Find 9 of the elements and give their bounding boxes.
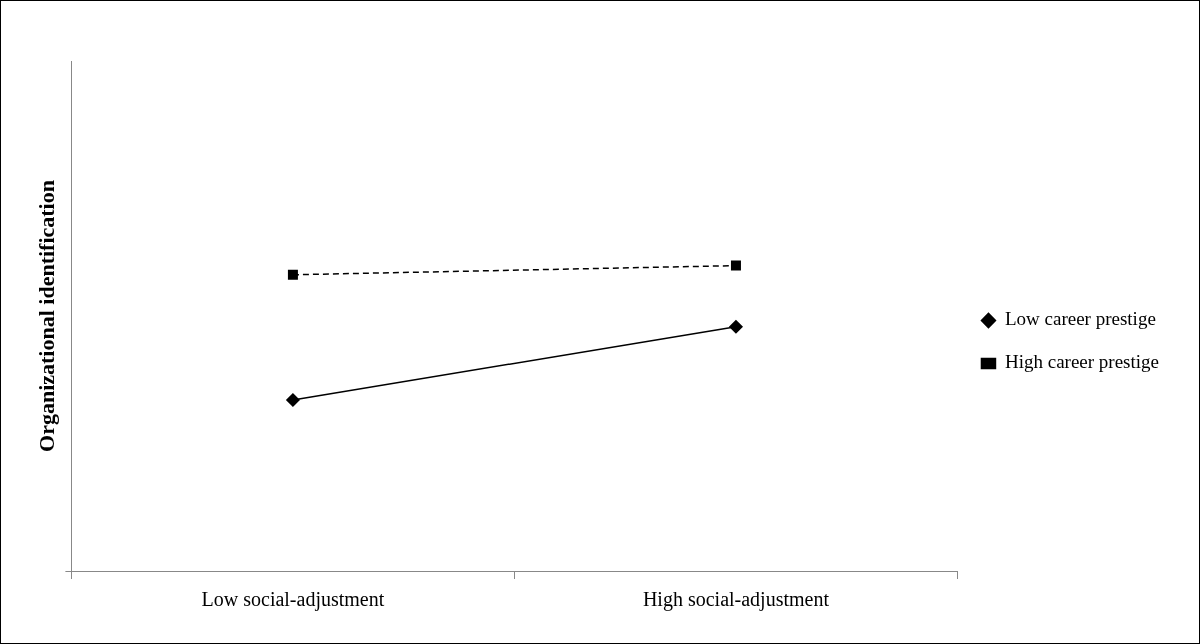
point: [730, 260, 741, 271]
legend-label: Low career prestige: [1004, 308, 1156, 330]
point: [287, 269, 298, 280]
x-tick-label: Low social-adjustment: [201, 588, 385, 612]
point: [286, 393, 300, 407]
legend-label: High career prestige: [1004, 351, 1160, 373]
y-axis-title: Organizational identification: [33, 180, 59, 452]
point: [729, 319, 743, 334]
x-tick-label: High social-adjustment: [642, 588, 830, 612]
